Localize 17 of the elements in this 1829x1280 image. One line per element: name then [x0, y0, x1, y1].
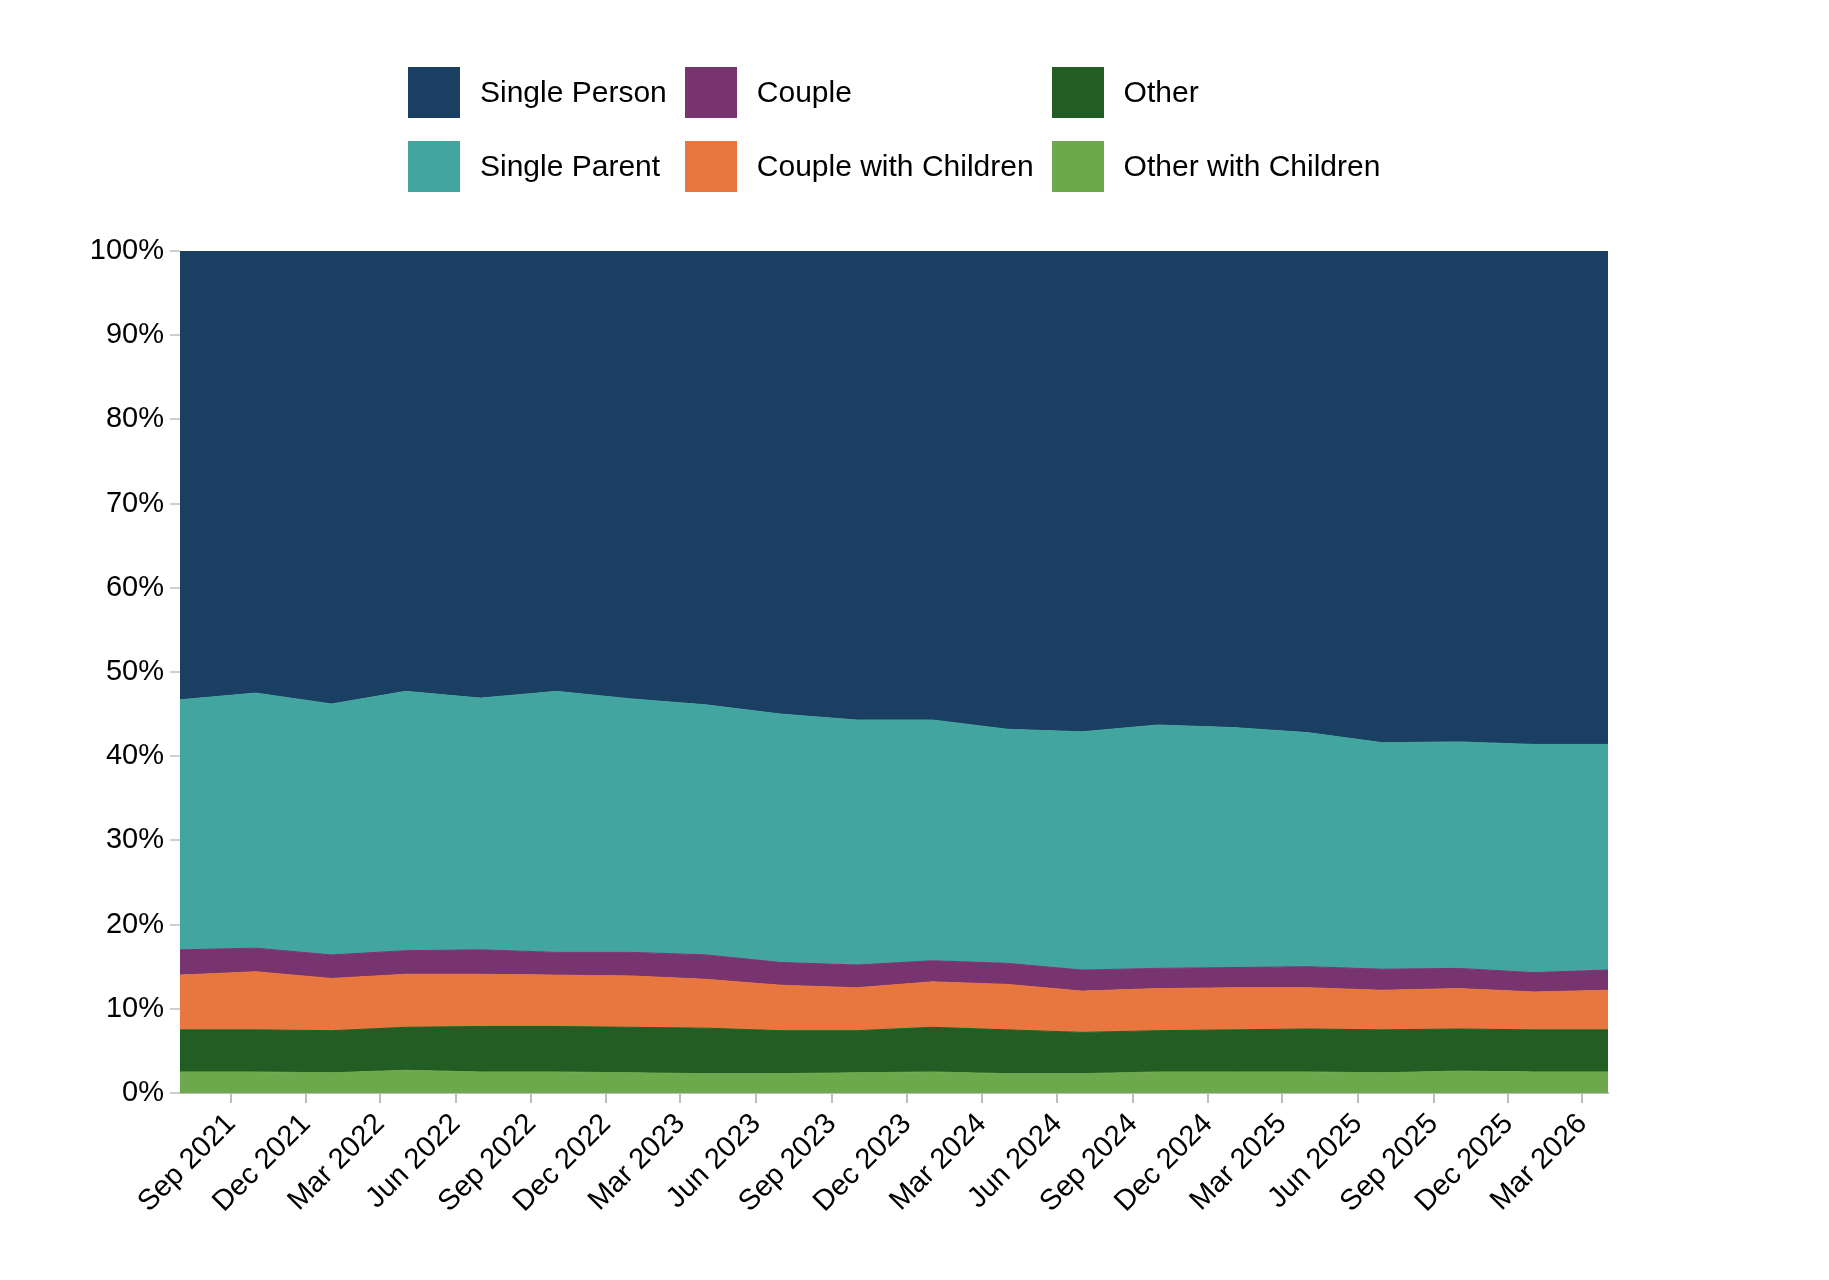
- legend-label: Couple with Children: [756, 149, 1034, 184]
- legend-label: Single Parent: [480, 149, 661, 184]
- y-tick-label: 100%: [89, 233, 164, 265]
- y-tick-label: 0%: [122, 1075, 164, 1107]
- legend-label: Single Person: [480, 75, 667, 110]
- y-tick-label: 60%: [105, 569, 164, 602]
- y-tick-label: 90%: [105, 317, 164, 350]
- legend-label: Other: [1123, 75, 1199, 110]
- y-tick-label: 50%: [105, 654, 164, 686]
- y-tick-label: 40%: [105, 738, 164, 771]
- y-tick-label: 20%: [105, 906, 164, 939]
- legend-label: Couple: [756, 75, 852, 110]
- legend-label: Other with Children: [1123, 149, 1381, 184]
- y-tick-label: 70%: [105, 485, 164, 518]
- y-tick-label: 30%: [105, 822, 164, 855]
- y-tick-label: 80%: [105, 401, 164, 434]
- y-tick-label: 10%: [105, 990, 164, 1023]
